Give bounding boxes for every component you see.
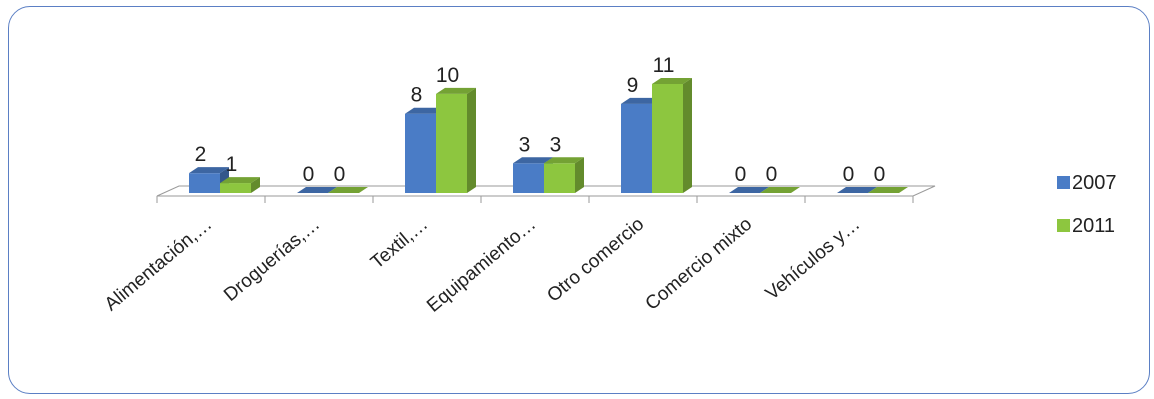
- data-label: 3: [519, 133, 531, 156]
- data-label: 10: [436, 64, 459, 87]
- bar-2011-3: [544, 157, 584, 193]
- bar-2011-6: [868, 187, 908, 194]
- data-label: 8: [411, 84, 423, 107]
- data-label: 11: [653, 54, 675, 77]
- data-label: 0: [303, 163, 315, 186]
- category-label: Alimentación,…: [101, 214, 216, 316]
- data-label: 0: [735, 163, 747, 186]
- legend-label-2011: 2011: [1072, 215, 1115, 237]
- data-label: 2: [195, 143, 207, 166]
- category-label: Comercio mixto: [642, 214, 757, 315]
- data-label: 1: [226, 153, 238, 176]
- category-label: Textil,…: [367, 214, 432, 274]
- bar-2011-5: [760, 187, 800, 194]
- category-label: Vehículos y…: [762, 214, 864, 305]
- data-label: 0: [874, 163, 886, 186]
- category-label: Otro comercio: [543, 214, 648, 307]
- data-label: 0: [766, 163, 778, 186]
- bar-2011-1: [328, 187, 368, 194]
- category-label: Equipamiento…: [423, 214, 540, 317]
- bar-2011-0: [220, 177, 260, 193]
- bar-2007-6: [837, 187, 877, 194]
- floor-plane: [156, 185, 936, 197]
- bar-2011-2: [436, 87, 476, 193]
- bar-2011-4: [652, 78, 692, 193]
- category-label: Droguerías,…: [220, 214, 324, 306]
- data-label: 0: [334, 163, 346, 186]
- chart-frame: [8, 6, 1150, 394]
- data-label: 0: [843, 163, 855, 186]
- bar-2007-1: [297, 187, 337, 194]
- data-label: 3: [550, 133, 562, 156]
- legend-label-2007: 2007: [1072, 172, 1117, 194]
- bar-2007-5: [729, 187, 769, 194]
- legend-swatch-2011: [1057, 219, 1070, 232]
- data-label: 9: [627, 74, 639, 97]
- legend-swatch-2007: [1057, 176, 1070, 189]
